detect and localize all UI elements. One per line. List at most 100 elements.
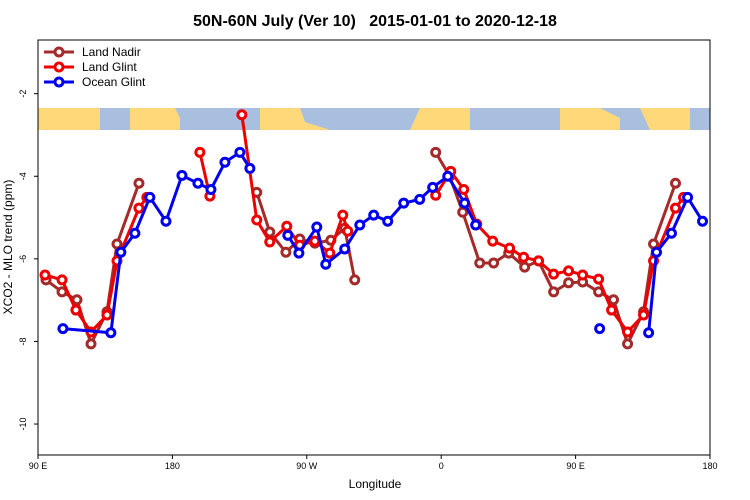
data-point (234, 146, 246, 158)
data-point (622, 338, 634, 350)
data-point (518, 251, 530, 263)
data-point (470, 219, 482, 231)
legend-marker (53, 46, 65, 58)
data-point (519, 261, 531, 273)
series-line (62, 150, 704, 335)
data-point (111, 238, 123, 250)
y-tick-label: -10 (18, 418, 28, 431)
data-point (487, 235, 499, 247)
data-point (488, 257, 500, 269)
data-point (342, 225, 354, 237)
data-point (251, 214, 263, 226)
data-point (282, 229, 294, 241)
x-tick-label: 90 E (29, 461, 48, 471)
y-tick-label: -6 (18, 255, 28, 263)
data-point (606, 304, 618, 316)
data-point (548, 268, 560, 280)
data-point (442, 170, 454, 182)
data-point (474, 257, 486, 269)
y-axis-label: XCO2 - MLO trend (ppm) (1, 180, 15, 315)
x-tick-label: 0 (439, 461, 444, 471)
data-point (244, 162, 256, 174)
data-point (205, 183, 217, 195)
data-point (382, 215, 394, 227)
data-point (311, 221, 323, 233)
data-point (71, 294, 83, 306)
data-point (457, 206, 469, 218)
data-point (458, 183, 470, 195)
data-point (593, 273, 605, 285)
data-point (281, 220, 293, 232)
chart-title: 50N-60N July (Ver 10) 2015-01-01 to 2020… (193, 13, 557, 30)
data-point (264, 236, 276, 248)
data-point (133, 177, 145, 189)
x-tick-label: 90 E (566, 461, 585, 471)
plot-frame (37, 39, 711, 456)
data-point (264, 226, 276, 238)
data-point (594, 323, 606, 335)
y-tick-label: -4 (18, 172, 28, 180)
data-point (160, 215, 172, 227)
data-point (504, 242, 516, 254)
data-point (622, 326, 634, 338)
data-point (39, 269, 51, 281)
data-point (101, 309, 113, 321)
data-point (129, 227, 141, 239)
data-point (459, 197, 471, 209)
data-point (337, 209, 349, 221)
legend-marker (53, 76, 65, 88)
data-point (70, 304, 82, 316)
x-axis-label: Longitude (349, 477, 402, 491)
data-point (236, 109, 248, 121)
data-point (133, 202, 145, 214)
data-point (219, 156, 231, 168)
data-point (682, 191, 694, 203)
data-point (176, 169, 188, 181)
data-point (697, 215, 709, 227)
legend-marker (53, 61, 65, 73)
data-point (192, 177, 204, 189)
legend-label: Land Glint (82, 60, 137, 74)
data-point (563, 277, 575, 289)
data-point (57, 323, 69, 335)
data-point (548, 286, 560, 298)
data-point (563, 265, 575, 277)
y-tick-label: -2 (18, 90, 28, 98)
data-point (608, 294, 620, 306)
data-point (430, 146, 442, 158)
data-point (309, 235, 321, 247)
legend-label: Land Nadir (82, 45, 141, 59)
data-point (324, 247, 336, 259)
x-tick-label: 90 W (296, 461, 318, 471)
data-point (280, 246, 292, 258)
data-point (320, 258, 332, 270)
data-point (665, 227, 677, 239)
data-point (427, 181, 439, 193)
x-tick-label: 180 (702, 461, 717, 471)
data-point (577, 269, 589, 281)
data-point (533, 255, 545, 267)
data-point (85, 338, 97, 350)
data-point (643, 327, 655, 339)
data-point (339, 243, 351, 255)
data-point (398, 197, 410, 209)
data-point (293, 247, 305, 259)
data-point (144, 191, 156, 203)
data-point (638, 309, 650, 321)
data-point (115, 246, 127, 258)
x-tick-label: 180 (165, 461, 180, 471)
legend-label: Ocean Glint (82, 75, 146, 89)
data-point (670, 202, 682, 214)
data-point (651, 246, 663, 258)
data-point (349, 274, 361, 286)
data-point (368, 209, 380, 221)
data-point (414, 193, 426, 205)
series-line (44, 114, 685, 335)
data-point (670, 177, 682, 189)
map-band (38, 108, 710, 130)
data-point (105, 327, 117, 339)
y-tick-label: -8 (18, 337, 28, 345)
data-point (354, 219, 366, 231)
data-point (56, 274, 68, 286)
